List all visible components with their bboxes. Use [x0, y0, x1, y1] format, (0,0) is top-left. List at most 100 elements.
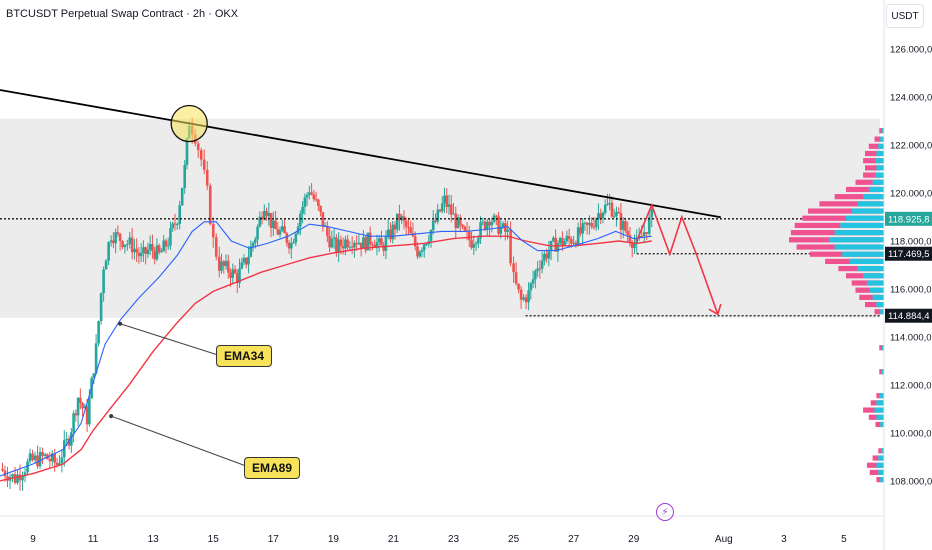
candle	[123, 244, 127, 248]
candle	[570, 239, 573, 244]
candle	[199, 150, 203, 160]
volume-profile-bar	[865, 150, 884, 157]
candle	[529, 283, 533, 291]
candle	[547, 251, 551, 259]
candle	[624, 221, 627, 231]
candle	[319, 206, 322, 213]
candle	[429, 230, 433, 242]
candle	[552, 237, 555, 241]
candle	[292, 242, 295, 244]
candle	[391, 224, 394, 240]
peak-highlight-circle	[170, 104, 208, 143]
descending-trendline	[0, 89, 721, 219]
volume-profile-bar	[875, 421, 884, 428]
volume-profile-bar	[857, 201, 884, 207]
candle	[278, 230, 282, 235]
candle	[79, 397, 82, 404]
candle	[183, 165, 187, 188]
candle	[135, 248, 138, 253]
candle	[545, 253, 548, 259]
x-tick-label: 9	[30, 534, 36, 545]
candle	[253, 239, 257, 243]
candle	[499, 227, 503, 234]
candle	[118, 233, 122, 241]
candle	[332, 237, 336, 239]
candle	[467, 231, 471, 240]
candle	[348, 246, 352, 248]
candle	[504, 223, 507, 232]
x-tick-label: 23	[448, 534, 460, 545]
lightning-icon[interactable]: ⚡	[656, 503, 674, 521]
y-tick-label: 110.000,0	[890, 428, 932, 439]
candle	[92, 373, 96, 379]
candle	[445, 195, 449, 207]
candle	[601, 212, 605, 219]
candle	[492, 215, 496, 222]
candle	[524, 297, 528, 303]
ema89-connector	[110, 415, 247, 467]
price-label: 114.884,4	[888, 311, 930, 322]
volume-profile-bar	[859, 294, 884, 300]
candle	[386, 229, 390, 237]
x-tick-label: 25	[508, 534, 520, 545]
candle	[422, 244, 426, 251]
candle	[235, 273, 239, 284]
candle	[263, 210, 266, 220]
candle	[21, 476, 24, 481]
volume-profile-bar	[855, 179, 884, 185]
candle	[303, 197, 307, 207]
candle	[109, 240, 113, 243]
candle	[38, 451, 42, 467]
candle	[519, 289, 523, 300]
candle	[438, 209, 442, 212]
candle	[166, 245, 170, 247]
candle	[606, 203, 609, 205]
currency-unit-button[interactable]: USDT	[886, 4, 924, 28]
candle	[65, 438, 68, 441]
candle	[633, 243, 636, 248]
candle	[290, 242, 293, 249]
candle	[16, 474, 19, 483]
candle	[285, 233, 289, 243]
candle	[244, 257, 248, 265]
volume-profile-bar	[878, 455, 884, 461]
volume-profile-bar	[874, 309, 884, 315]
candle	[368, 232, 372, 245]
volume-profile-bar	[851, 208, 884, 214]
candle	[534, 271, 537, 280]
candle	[94, 343, 98, 374]
candle	[185, 138, 189, 166]
candle	[162, 240, 165, 252]
candle	[509, 229, 512, 264]
candle	[328, 236, 331, 248]
candle	[443, 195, 446, 204]
candle	[208, 185, 212, 224]
candle	[452, 213, 455, 215]
candle	[88, 398, 91, 425]
candle	[531, 279, 535, 284]
candle	[267, 212, 271, 217]
candle	[619, 213, 623, 230]
volume-profile-bar	[876, 301, 884, 308]
candle	[126, 243, 129, 245]
candle	[317, 199, 320, 207]
candle	[617, 211, 621, 214]
candle	[413, 236, 417, 247]
candle	[454, 213, 458, 229]
candle	[517, 283, 520, 290]
candle	[1, 468, 4, 471]
candle	[514, 272, 518, 284]
candle	[102, 269, 105, 294]
candle	[364, 237, 367, 251]
candle	[527, 290, 530, 303]
x-tick-label: 29	[628, 534, 640, 545]
candle	[574, 242, 578, 245]
candle	[371, 244, 374, 246]
candle	[274, 220, 277, 230]
candle	[220, 261, 223, 271]
ema34-line	[0, 221, 652, 477]
candle	[74, 413, 78, 416]
candle	[247, 256, 250, 265]
candle	[522, 297, 525, 300]
